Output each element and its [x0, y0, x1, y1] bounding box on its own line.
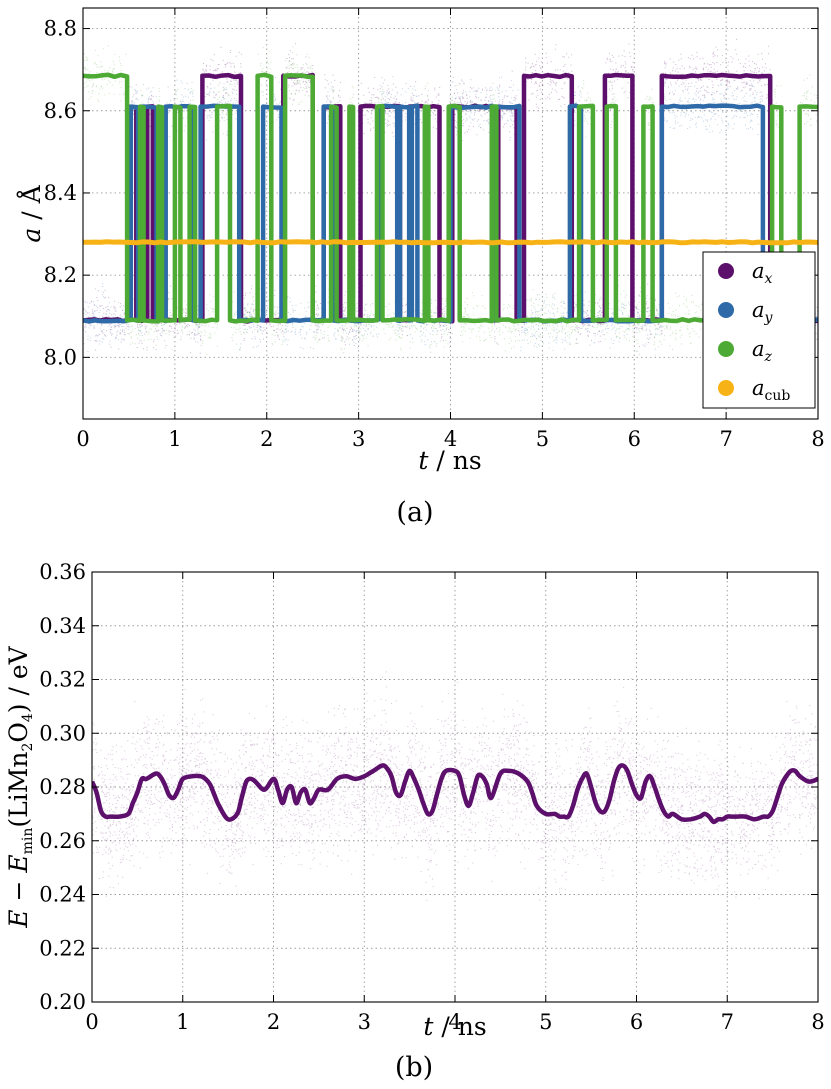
panel-a-legend: ax ay az acub — [702, 251, 816, 409]
panel-b-ylabel: E − Emin(LiMn2O4) / eV — [4, 645, 36, 928]
x-tick-label: 5 — [536, 427, 549, 451]
y-tick-label: 0.24 — [39, 883, 86, 907]
y-tick-label: 0.20 — [39, 990, 86, 1014]
legend-label-ay: ay — [752, 298, 774, 326]
y-tick-label: 0.36 — [39, 560, 86, 584]
x-tick-label: 1 — [176, 1010, 189, 1034]
legend-marker-az — [718, 341, 734, 357]
legend-marker-ax — [718, 263, 734, 279]
scatter-energy — [92, 671, 818, 901]
series-line-energy — [92, 763, 818, 825]
panel-a-ylabel: a / Å — [16, 184, 46, 242]
panel-a-ticks: 0 1 2 3 4 5 6 7 8 8.0 8.2 8.4 8.6 8.8 — [44, 8, 825, 451]
y-tick-label: 0.34 — [39, 614, 86, 638]
panel-a: 0 1 2 3 4 5 6 7 8 8.0 8.2 8.4 8.6 8.8 ax ay az acub t… — [16, 7, 825, 528]
panel-a-caption: (a) — [396, 497, 433, 528]
x-tick-label: 7 — [721, 1010, 734, 1034]
panel-b-ticks: 0 1 2 3 4 5 6 7 8 0.20 0.22 0.24 0.26 0.28 0.30 0.32 0.3… — [39, 560, 824, 1034]
x-tick-label: 4 — [444, 427, 457, 451]
panel-b-xlabel: t / ns — [423, 1012, 486, 1041]
panel-b-scatter — [92, 671, 818, 901]
legend-marker-acub — [718, 380, 734, 396]
y-tick-label: 8.4 — [44, 181, 77, 205]
series-line-acub — [83, 239, 818, 246]
x-tick-label: 2 — [267, 1010, 280, 1034]
panel-b-series-lines — [92, 763, 818, 825]
x-tick-label: 2 — [260, 427, 273, 451]
x-tick-label: 6 — [628, 427, 641, 451]
x-tick-label: 0 — [85, 1010, 98, 1034]
y-tick-label: 0.28 — [39, 775, 86, 799]
x-tick-label: 8 — [811, 1010, 824, 1034]
legend-marker-ay — [718, 302, 734, 318]
y-tick-label: 8.6 — [44, 99, 77, 123]
y-tick-label: 0.30 — [39, 721, 86, 745]
x-tick-label: 6 — [630, 1010, 643, 1034]
legend-label-acub: acub — [752, 376, 790, 404]
x-tick-label: 4 — [448, 1010, 461, 1034]
y-tick-label: 8.2 — [44, 263, 77, 287]
panel-b-caption: (b) — [395, 1052, 433, 1083]
panel-a-series-lines — [83, 72, 818, 324]
x-tick-label: 8 — [811, 427, 824, 451]
y-tick-label: 0.32 — [39, 668, 86, 692]
legend-label-ax: ax — [752, 259, 773, 287]
panel-b-gridlines — [92, 572, 818, 1002]
x-tick-label: 3 — [358, 1010, 371, 1034]
y-tick-label: 8.8 — [44, 17, 77, 41]
y-tick-label: 0.26 — [39, 829, 86, 853]
panel-b: 0 1 2 3 4 5 6 7 8 0.20 0.22 0.24 0.26 0.28 0.30 0.32 0.3… — [4, 560, 825, 1083]
x-tick-label: 3 — [352, 427, 365, 451]
series-line-az — [83, 72, 818, 324]
legend-label-az: az — [752, 337, 773, 365]
x-tick-label: 0 — [76, 427, 89, 451]
y-tick-label: 8.0 — [44, 345, 77, 369]
y-tick-label: 0.22 — [39, 936, 86, 960]
x-tick-label: 5 — [539, 1010, 552, 1034]
x-tick-label: 1 — [168, 427, 181, 451]
x-tick-label: 7 — [719, 427, 732, 451]
panel-a-xlabel: t / ns — [418, 446, 481, 475]
